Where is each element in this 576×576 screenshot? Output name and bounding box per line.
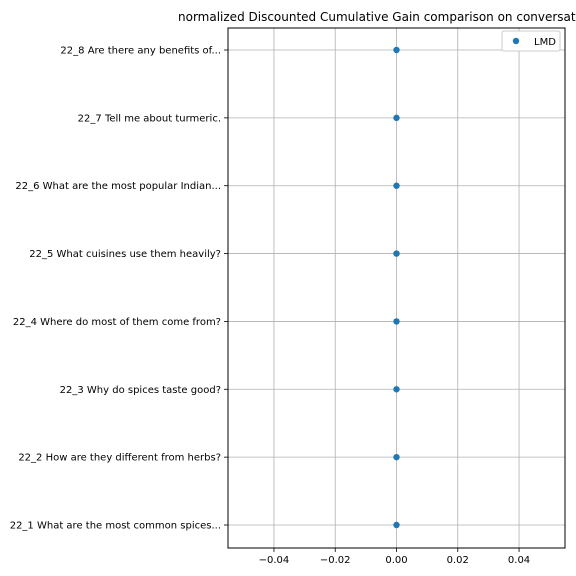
data-point — [393, 386, 400, 393]
y-tick-label: 22_4 Where do most of them come from? — [13, 317, 221, 328]
legend: LMD — [501, 30, 561, 52]
y-tick-label: 22_8 Are there any benefits of... — [60, 46, 221, 57]
chart-title: normalized Discounted Cumulative Gain co… — [178, 10, 576, 24]
data-points — [393, 46, 400, 529]
data-point — [393, 114, 400, 122]
x-tick-label: −0.02 — [320, 555, 351, 566]
y-tick-label: 22_7 Tell me about turmeric. — [78, 113, 221, 124]
x-tick-label: −0.04 — [259, 555, 290, 566]
ticks: −0.04 −0.02 0.00 0.02 0.04 22_1 What are the … — [10, 46, 530, 567]
grid — [228, 28, 565, 548]
x-tick-label: 0.00 — [385, 555, 407, 566]
data-point — [393, 46, 400, 54]
data-point — [393, 521, 400, 529]
y-tick-label: 22_3 Why do spices taste good? — [60, 385, 221, 396]
data-point — [393, 182, 400, 189]
data-point — [393, 318, 400, 325]
x-tick-label: 0.02 — [447, 555, 469, 566]
legend-marker — [512, 37, 520, 45]
data-point — [393, 453, 400, 461]
legend-label: LMD — [534, 37, 556, 48]
data-point — [393, 250, 400, 257]
y-tick-label: 22_1 What are the most common spices... — [10, 521, 221, 532]
y-tick-label: 22_6 What are the most popular Indian... — [15, 181, 221, 192]
y-tick-label: 22_2 How are they different from herbs? — [18, 453, 221, 464]
y-tick-label: 22_5 What cuisines use them heavily? — [29, 249, 221, 260]
x-tick-label: 0.04 — [508, 555, 530, 566]
legend-box — [501, 30, 561, 52]
plot-frame — [227, 27, 566, 549]
